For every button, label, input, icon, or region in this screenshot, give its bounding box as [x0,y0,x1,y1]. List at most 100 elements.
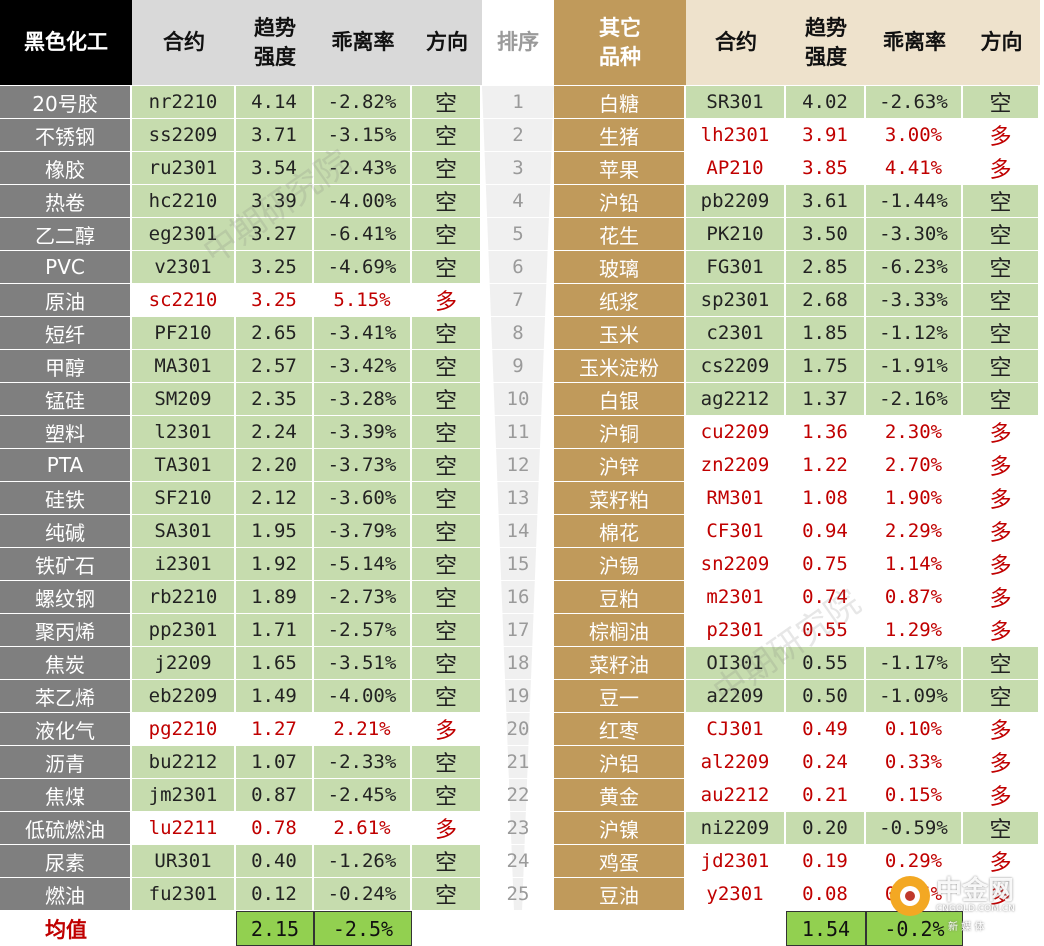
commodity-name: PTA [0,449,132,482]
table-row: 豆油 y2301 0.08 0.06% 多 [554,878,1040,911]
contract-code: pb2209 [686,185,786,218]
contract-code: jd2301 [686,845,786,878]
rank-number: 25 [482,878,554,911]
direction: 多 [963,878,1040,911]
table-row: 玉米淀粉 cs2209 1.75 -1.91% 空 [554,350,1040,383]
deviation-rate: -3.79% [314,515,412,548]
contract-code: CJ301 [686,713,786,746]
rank-row: 20 [482,713,554,746]
direction: 空 [412,746,482,779]
rank-row: 3 [482,152,554,185]
direction: 空 [412,449,482,482]
contract-code: FG301 [686,251,786,284]
rank-row: 16 [482,581,554,614]
commodity-name: 花生 [554,218,686,251]
contract-code: UR301 [132,845,236,878]
direction: 多 [963,779,1040,812]
rank-row: 17 [482,614,554,647]
table-row: 豆粕 m2301 0.74 0.87% 多 [554,581,1040,614]
deviation-rate: 4.41% [866,152,963,185]
commodity-name: 豆油 [554,878,686,911]
table-row: 塑料 l2301 2.24 -3.39% 空 [0,416,482,449]
direction: 空 [963,86,1040,119]
contract-code: PK210 [686,218,786,251]
direction: 多 [963,119,1040,152]
direction: 空 [963,218,1040,251]
direction: 空 [412,383,482,416]
header-direction-2: 方向 [963,0,1040,85]
commodity-name: 铁矿石 [0,548,132,581]
rank-row: 15 [482,548,554,581]
direction: 空 [412,614,482,647]
deviation-rate: -3.28% [314,383,412,416]
direction: 多 [412,284,482,317]
commodity-name: 菜籽粕 [554,482,686,515]
direction: 空 [412,845,482,878]
direction: 多 [963,581,1040,614]
left-average-strength: 2.15 [236,911,314,946]
rank-number: 12 [482,449,554,482]
commodity-name: 低硫燃油 [0,812,132,845]
deviation-rate: 0.10% [866,713,963,746]
contract-code: PF210 [132,317,236,350]
commodity-name: 液化气 [0,713,132,746]
rank-row: 1 [482,86,554,119]
trend-strength: 4.02 [786,86,866,119]
commodity-name: 短纤 [0,317,132,350]
rank-row: 5 [482,218,554,251]
trend-strength: 2.65 [236,317,314,350]
direction: 空 [963,317,1040,350]
table-row: 沪铅 pb2209 3.61 -1.44% 空 [554,185,1040,218]
contract-code: i2301 [132,548,236,581]
rank-row: 21 [482,746,554,779]
trend-strength: 1.36 [786,416,866,449]
table-row: 短纤 PF210 2.65 -3.41% 空 [0,317,482,350]
table-row: 纯碱 SA301 1.95 -3.79% 空 [0,515,482,548]
table-row: 沥青 bu2212 1.07 -2.33% 空 [0,746,482,779]
rank-number: 23 [482,812,554,845]
rank-row: 22 [482,779,554,812]
header-contract: 合约 [132,0,236,85]
table-row: 乙二醇 eg2301 3.27 -6.41% 空 [0,218,482,251]
deviation-rate: -1.17% [866,647,963,680]
commodity-name: 热卷 [0,185,132,218]
deviation-rate: -3.33% [866,284,963,317]
table-row: 菜籽油 OI301 0.55 -1.17% 空 [554,647,1040,680]
trend-strength: 0.50 [786,680,866,713]
deviation-rate: -3.51% [314,647,412,680]
rank-row: 25 [482,878,554,911]
contract-code: sp2301 [686,284,786,317]
trend-strength: 2.57 [236,350,314,383]
direction: 空 [963,350,1040,383]
rank-number: 21 [482,746,554,779]
direction: 空 [412,779,482,812]
direction: 空 [412,581,482,614]
contract-code: SA301 [132,515,236,548]
contract-code: au2212 [686,779,786,812]
commodity-name: 锰硅 [0,383,132,416]
left-average-deviation: -2.5% [314,911,412,946]
commodity-name: 菜籽油 [554,647,686,680]
trend-strength: 0.20 [786,812,866,845]
rank-number: 5 [482,218,554,251]
deviation-rate: -4.00% [314,680,412,713]
contract-code: TA301 [132,449,236,482]
trend-strength: 2.12 [236,482,314,515]
footer-spacer [412,911,482,946]
commodity-name: 甲醇 [0,350,132,383]
contract-code: pp2301 [132,614,236,647]
commodity-name: 焦煤 [0,779,132,812]
direction: 空 [412,680,482,713]
direction: 空 [412,548,482,581]
rank-column: 1 2 3 4 5 6 7 8 9 10 11 12 13 14 15 16 17 18 19 20 21 22 23 24 2… [482,86,554,911]
footer-average-label: 均值 [45,917,87,942]
table-row: 沪铜 cu2209 1.36 2.30% 多 [554,416,1040,449]
contract-code: SR301 [686,86,786,119]
deviation-rate: -5.14% [314,548,412,581]
direction: 空 [412,218,482,251]
contract-code: fu2301 [132,878,236,911]
trend-strength: 2.24 [236,416,314,449]
header-contract-2: 合约 [686,0,786,85]
direction: 多 [963,515,1040,548]
contract-code: bu2212 [132,746,236,779]
